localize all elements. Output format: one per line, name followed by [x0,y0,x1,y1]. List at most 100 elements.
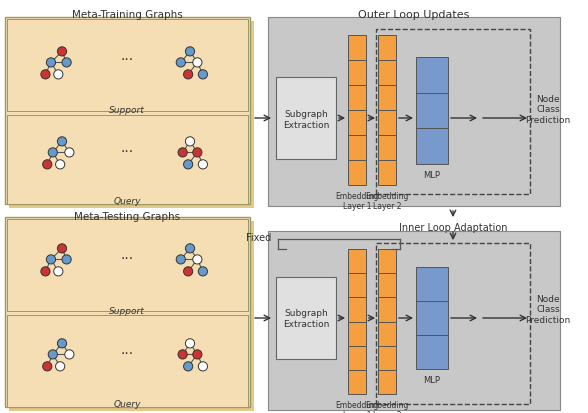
Text: Embedding
Layer 1: Embedding Layer 1 [335,192,379,211]
Circle shape [55,160,65,170]
Circle shape [48,350,58,359]
Bar [9,221,254,411]
Bar [378,370,396,394]
Bar [348,298,366,322]
Bar [376,30,530,195]
Bar [5,218,250,407]
Bar [348,161,366,185]
Circle shape [43,362,52,371]
Bar [348,61,366,86]
Bar [7,315,248,407]
Bar [348,273,366,298]
Bar [378,61,396,86]
Circle shape [54,71,63,80]
Circle shape [185,138,195,147]
Circle shape [46,255,55,264]
Circle shape [58,339,66,348]
Text: Embedding
Layer 2: Embedding Layer 2 [365,400,409,413]
Circle shape [183,160,193,170]
Circle shape [65,148,74,158]
Text: ...: ... [121,49,133,63]
Bar [348,86,366,111]
Circle shape [185,339,195,348]
Bar [348,136,366,161]
Bar [378,86,396,111]
Bar [276,277,336,359]
Circle shape [46,59,55,68]
Circle shape [178,148,187,158]
Text: Embedding
Layer 2: Embedding Layer 2 [365,192,409,211]
Text: ...: ... [121,141,133,154]
Text: Embedding
Layer 1: Embedding Layer 1 [335,400,379,413]
Bar [416,58,448,93]
Circle shape [178,350,187,359]
Text: Meta-Testing Graphs: Meta-Testing Graphs [75,211,181,221]
Circle shape [185,47,195,57]
Text: Node
Class
Prediction: Node Class Prediction [525,294,570,324]
Circle shape [58,244,66,253]
Text: MLP: MLP [423,375,440,384]
Text: MLP: MLP [423,171,440,180]
Circle shape [62,255,71,264]
Text: Query: Query [113,399,141,408]
Bar [376,243,530,404]
Circle shape [54,267,63,276]
Circle shape [198,71,208,80]
Bar [378,322,396,346]
Bar [378,111,396,136]
Text: Outer Loop Updates: Outer Loop Updates [358,10,470,20]
Bar [348,322,366,346]
Text: Node
Class
Prediction: Node Class Prediction [525,95,570,125]
Circle shape [193,350,202,359]
Bar [268,231,560,410]
Bar [348,370,366,394]
Text: Subgraph
Extraction: Subgraph Extraction [283,309,329,328]
Circle shape [198,362,208,371]
Circle shape [183,267,193,276]
Circle shape [193,255,202,264]
Bar [348,36,366,61]
Circle shape [193,59,202,68]
Bar [348,111,366,136]
Bar [416,335,448,369]
Bar [416,301,448,335]
Bar [9,22,254,209]
Bar [416,267,448,301]
Text: Subgraph
Extraction: Subgraph Extraction [283,110,329,129]
Bar [5,18,250,204]
Bar [348,249,366,273]
Bar [378,298,396,322]
Bar [416,129,448,165]
Text: Fixed: Fixed [246,233,272,242]
Circle shape [43,160,52,170]
Circle shape [198,267,208,276]
Text: Inner Loop Adaptation: Inner Loop Adaptation [399,223,507,233]
Text: ...: ... [121,247,133,261]
Circle shape [183,362,193,371]
Bar [268,18,560,206]
Text: Support: Support [109,306,145,315]
Bar [378,161,396,185]
Circle shape [185,244,195,253]
Bar [378,346,396,370]
Bar [348,346,366,370]
Circle shape [65,350,74,359]
Circle shape [176,255,185,264]
Bar [378,136,396,161]
Circle shape [48,148,58,158]
Bar [7,20,248,112]
Circle shape [183,71,193,80]
Circle shape [198,160,208,170]
Circle shape [55,362,65,371]
Circle shape [41,71,50,80]
Bar [276,78,336,159]
Bar [378,249,396,273]
Bar [416,93,448,129]
Bar [7,116,248,204]
Bar [378,36,396,61]
Text: Query: Query [113,197,141,206]
Circle shape [58,47,66,57]
Text: ...: ... [121,342,133,356]
Text: Meta-Training Graphs: Meta-Training Graphs [72,10,183,20]
Circle shape [62,59,71,68]
